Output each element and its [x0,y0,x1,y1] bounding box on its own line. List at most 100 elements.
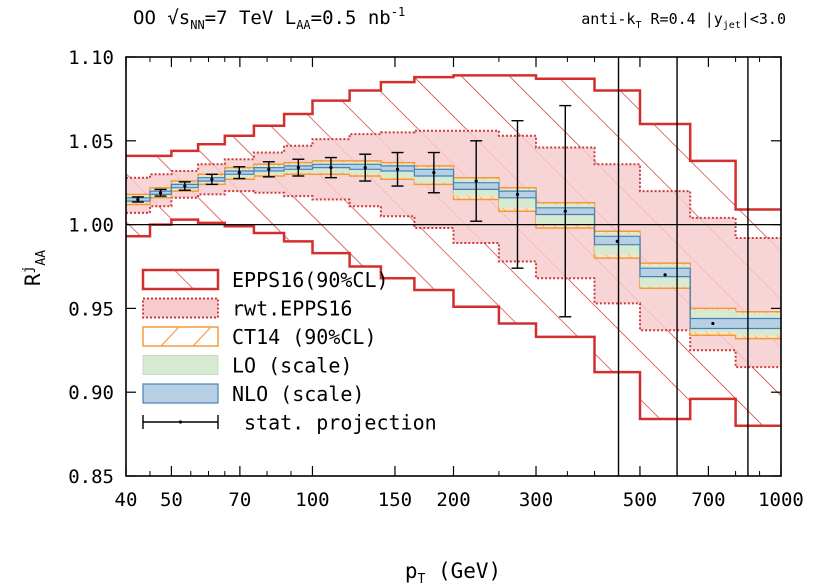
x-label-unit: (GeV) [425,559,501,583]
y-label-sup: j [21,266,36,274]
y-tick-label-2: 0.95 [68,298,114,320]
y-label-r: R [21,273,45,286]
header-left: OO √sNN=7 TeV LAA=0.5 nb-1 [133,5,405,32]
stat-marker [158,191,163,195]
legend-entry-1: rwt.EPPS16 [142,297,352,321]
x-tick-label-6: 300 [519,489,553,511]
legend-entry-2: CT14 (90%CL) [142,325,377,349]
y-label-sub: AA [34,250,49,266]
stat-marker [663,273,667,277]
epps16-upper-line [126,74,781,211]
x-tick-label-8: 700 [691,489,725,511]
legend-swatch-nlo [142,383,219,404]
stat-point-15 [663,273,667,277]
plot-area [126,57,781,476]
stat-point-12 [511,119,524,269]
y-tick-label-4: 1.05 [68,131,114,153]
stat-point-13 [559,104,572,318]
y-axis-label: RjAA [21,250,49,286]
legend-label-5: stat. projection [244,411,437,435]
legend-ct14-hatch-2 [192,326,212,347]
header-left-0: OO [133,7,167,29]
stat-point-11 [470,140,483,222]
stat-marker [615,239,619,243]
stat-marker [563,209,567,213]
y-tick-label-1: 0.90 [68,382,114,404]
y-tick-label-5: 1.10 [68,47,114,69]
legend-swatch-lo [142,355,219,375]
legend-swatch-rwt [142,297,219,319]
header-sub-t: T [635,20,641,31]
stat-point-4 [233,166,246,180]
x-tick-label-7: 500 [623,489,657,511]
y-tick-label-0: 0.85 [68,466,114,488]
stat-point-3 [205,173,218,186]
x-tick-label-2: 70 [228,489,251,511]
legend: EPPS16(90%CL) rwt.EPPS16 CT14 (90%CL) LO (s… [141,268,437,435]
header-sub-aa: AA [296,18,311,32]
header-right-0: anti-k [581,10,635,28]
header-right-4: |<3.0 [741,10,786,28]
legend-swatch-ct14 [142,326,219,347]
legend-label-2: CT14 (90%CL) [232,325,377,349]
legend-label-3: LO (scale) [232,354,352,378]
stat-point-10 [427,151,440,194]
stat-point-5 [262,161,275,178]
stat-marker [395,167,400,171]
legend-ct14-hatch-1 [160,326,180,347]
x-tick-label-3: 100 [295,489,329,511]
header-right-2: R=0.4 |y [642,10,723,28]
stat-point-2 [178,181,191,191]
nlo-lower-line [126,167,781,330]
legend-entry-4: NLO (scale) [142,382,364,406]
header-left-3: =7 TeV L [205,7,297,29]
y-tick-label-3: 1.00 [68,215,114,237]
stat-point-16 [711,321,715,326]
stat-marker [432,171,436,175]
x-tick-label-0: 40 [115,489,138,511]
stat-point-7 [324,156,337,179]
legend-entry-5: stat. projection [142,411,437,435]
legend-label-0: EPPS16(90%CL) [232,268,389,292]
epps16-lower-line [126,218,781,427]
rwt-epps16-band [126,130,781,368]
stat-marker [474,179,478,183]
header-sub-jet: jet [723,20,741,31]
stat-point-9 [391,151,404,187]
x-tick-label-5: 200 [436,489,470,511]
x-tick-label-9: 1000 [758,489,804,511]
stat-point-0 [131,196,144,203]
stat-marker [237,171,241,175]
stat-marker [210,177,214,181]
stat-point-6 [292,158,305,177]
stat-marker [136,197,140,202]
legend-entry-3: LO (scale) [142,354,352,378]
x-label-p: p [405,559,418,583]
legend-entry-0: EPPS16(90%CL) [141,268,389,292]
stat-marker [329,166,333,170]
stat-marker [267,167,271,171]
stat-marker [296,166,300,170]
header-left-5: =0.5 nb [311,7,391,29]
legend-stat-marker [178,420,183,424]
x-axis-label: pT (GeV) [405,559,501,587]
stat-marker [363,166,367,170]
stat-point-8 [359,153,372,182]
rwt-lower-line [126,190,781,369]
x-label-sub: T [417,572,425,587]
legend-swatch-epps16 [141,268,220,291]
header-sup: -1 [391,5,405,19]
stat-marker [711,321,715,326]
header-sqrt-s: √s [167,7,190,29]
legend-label-4: NLO (scale) [232,382,364,406]
x-tick-label-1: 50 [160,489,183,511]
header-sub-nn: NN [190,18,204,32]
axes: 40 50 70 100 150 200 300 500 700 1000 0.85 0.90 0.95… [68,47,804,511]
stat-marker [183,184,187,188]
stat-point-14 [615,239,619,243]
x-tick-label-4: 150 [378,489,412,511]
stat-point-1 [154,188,167,197]
legend-label-1: rwt.EPPS16 [232,297,352,321]
stat-marker [515,192,520,197]
